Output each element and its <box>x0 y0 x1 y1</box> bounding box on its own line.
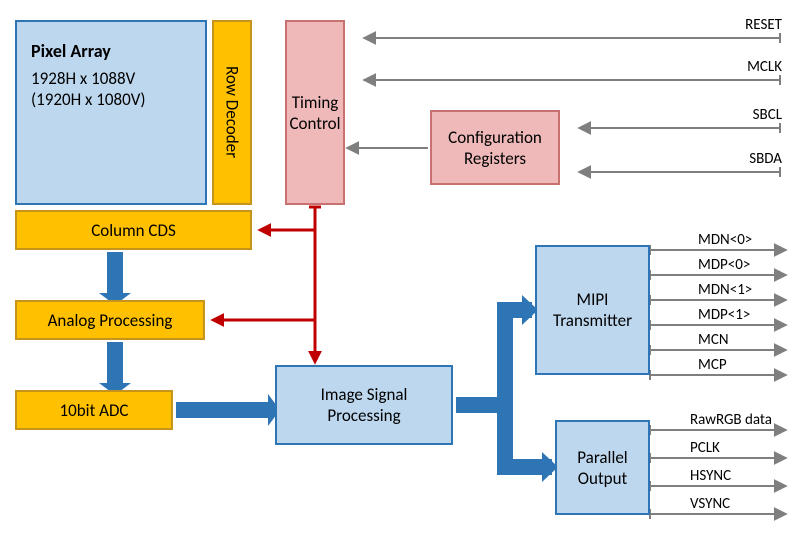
parallel-block: Parallel Output <box>555 420 650 515</box>
signal-sbcl: SBCL <box>753 106 782 124</box>
signal-hsync: HSYNC <box>690 467 731 485</box>
signal-pclk: PCLK <box>690 439 720 457</box>
timing-block: Timing Control <box>285 20 345 205</box>
signal-mdp0: MDP<0> <box>698 256 750 274</box>
signal-mcp: MCP <box>698 356 727 374</box>
adc-block: 10bit ADC <box>15 390 173 430</box>
signal-mclk: MCLK <box>747 58 782 76</box>
diagram-stage: Pixel Array1928H x 1088V(1920H x 1080V)R… <box>0 0 796 544</box>
isp-block: Image Signal Processing <box>275 365 453 445</box>
signal-sbda: SBDA <box>749 150 782 168</box>
config-block: Configuration Registers <box>430 110 560 185</box>
pixel_array-block: Pixel Array1928H x 1088V(1920H x 1080V) <box>15 20 207 205</box>
signal-rawrgb-data: RawRGB data <box>690 411 772 429</box>
signal-vsync: VSYNC <box>690 495 730 513</box>
signal-mdp1: MDP<1> <box>698 306 750 324</box>
mipi-block: MIPI Transmitter <box>535 245 650 375</box>
signal-reset: RESET <box>745 16 782 34</box>
row_decoder-block: Row Decoder <box>212 20 252 205</box>
signal-mdn0: MDN<0> <box>698 231 752 249</box>
signal-mcn: MCN <box>698 331 729 349</box>
signal-mdn1: MDN<1> <box>698 281 752 299</box>
column_cds-block: Column CDS <box>15 210 252 250</box>
analog-block: Analog Processing <box>15 300 205 340</box>
